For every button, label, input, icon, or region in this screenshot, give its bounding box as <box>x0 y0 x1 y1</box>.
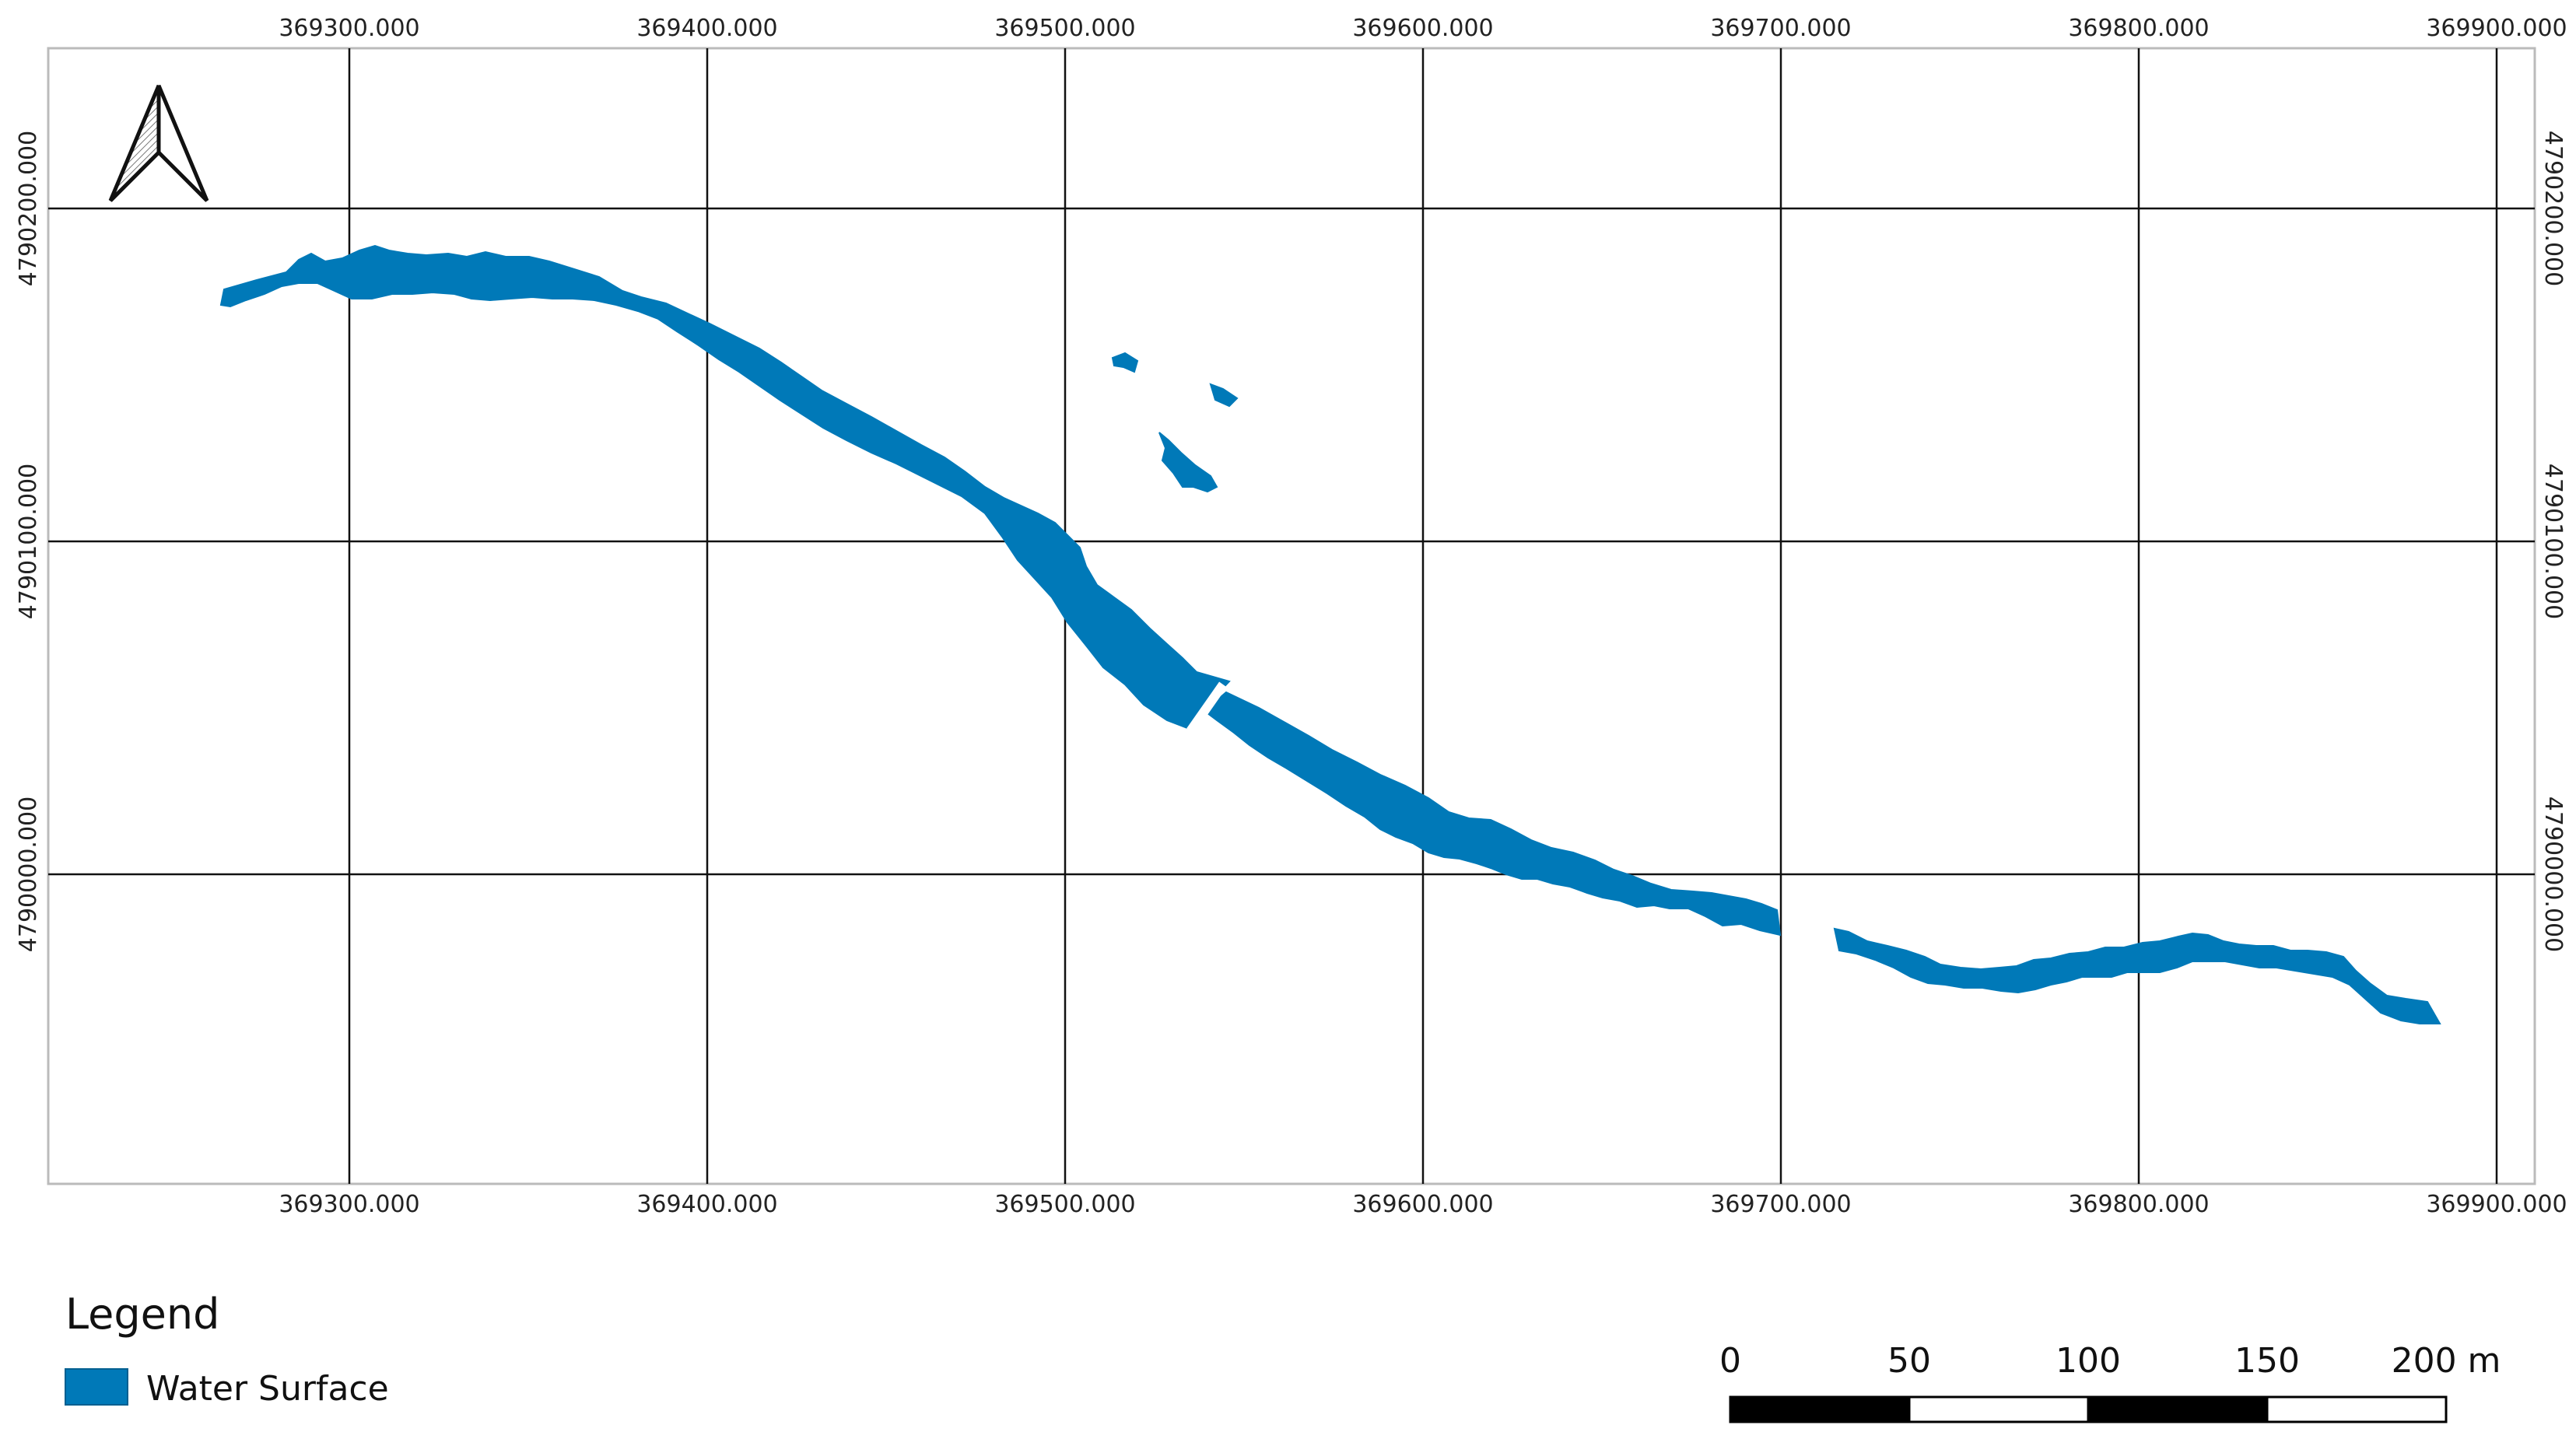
x-tick-bottom-0: 369300.000 <box>279 1191 419 1218</box>
north-arrow-icon <box>108 85 209 202</box>
legend: Legend Water Surface <box>65 1290 389 1409</box>
y-tick-left-1: 4790100.000 <box>15 464 42 619</box>
x-tick-bottom-4: 369700.000 <box>1710 1191 1851 1218</box>
scale-segment-1 <box>1729 1395 1911 1423</box>
x-tick-top-3: 369600.000 <box>1352 15 1493 42</box>
y-tick-right-1: 4790100.000 <box>2539 464 2567 619</box>
x-ticks-top: 369300.000 369400.000 369500.000 369600.… <box>279 15 2567 42</box>
water-surface-lower-reach <box>1833 927 2441 1024</box>
scale-segment-3 <box>2087 1395 2269 1423</box>
x-tick-bottom-5: 369800.000 <box>2068 1191 2209 1218</box>
x-tick-bottom-1: 369400.000 <box>636 1191 777 1218</box>
y-ticks-left: 4790200.000 4790100.000 4790000.000 <box>15 131 42 952</box>
y-ticks-right: 4790200.000 4790100.000 4790000.000 <box>2539 131 2567 952</box>
x-tick-bottom-2: 369500.000 <box>994 1191 1135 1218</box>
scale-label-100: 100 <box>2056 1341 2121 1381</box>
water-surface-upper-reach <box>219 244 1231 730</box>
y-tick-left-2: 4790000.000 <box>15 797 42 952</box>
water-surface-pond-1 <box>1111 352 1139 373</box>
y-tick-right-0: 4790200.000 <box>2539 131 2567 286</box>
scale-segment-4 <box>2266 1395 2448 1423</box>
water-surface-pond-3 <box>1158 432 1218 493</box>
legend-swatch-water-surface <box>65 1368 128 1406</box>
x-tick-top-5: 369800.000 <box>2068 15 2209 42</box>
x-tick-top-6: 369900.000 <box>2426 15 2567 42</box>
y-tick-right-2: 4790000.000 <box>2539 797 2567 952</box>
scale-label-150: 150 <box>2234 1341 2300 1381</box>
water-surface-middle-reach <box>1203 691 1782 937</box>
scale-label-0: 0 <box>1719 1341 1741 1381</box>
y-tick-left-0: 4790200.000 <box>15 131 42 286</box>
x-tick-top-0: 369300.000 <box>279 15 419 42</box>
x-ticks-bottom: 369300.000 369400.000 369500.000 369600.… <box>279 1191 2567 1218</box>
water-surface-layer <box>219 244 2441 1024</box>
x-tick-top-1: 369400.000 <box>636 15 777 42</box>
scale-segment-2 <box>1908 1395 2090 1423</box>
scale-label-200: 200 m <box>2392 1341 2501 1381</box>
river-gap-line <box>1186 681 1227 734</box>
legend-title: Legend <box>65 1290 219 1339</box>
x-tick-bottom-3: 369600.000 <box>1352 1191 1493 1218</box>
grid-horizontal <box>48 207 2535 876</box>
x-tick-top-4: 369700.000 <box>1710 15 1851 42</box>
legend-label-water-surface: Water Surface <box>146 1369 389 1409</box>
x-tick-bottom-6: 369900.000 <box>2426 1191 2567 1218</box>
scale-label-50: 50 <box>1887 1341 1931 1381</box>
water-surface-pond-2 <box>1209 383 1239 408</box>
x-tick-top-2: 369500.000 <box>994 15 1135 42</box>
scale-bar: 0 50 100 150 200 m <box>1719 1341 2501 1423</box>
map-frame <box>47 47 2536 1185</box>
